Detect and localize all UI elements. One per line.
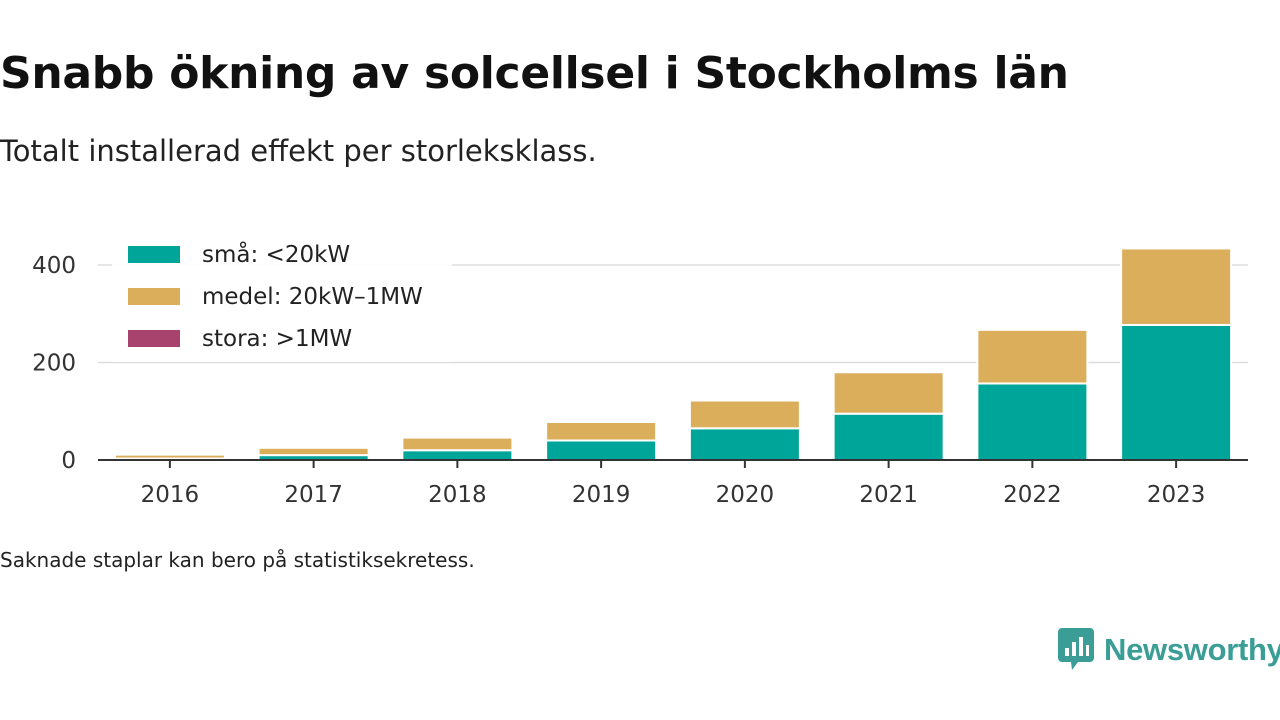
bar-2019-series-1 bbox=[545, 420, 658, 442]
bar-2016-series-1 bbox=[113, 453, 226, 460]
y-axis-ticks: 0 200 400 bbox=[32, 253, 76, 474]
bar-2022-series-0 bbox=[976, 382, 1089, 461]
legend-swatch bbox=[128, 288, 180, 305]
bar-2017-series-1 bbox=[257, 446, 370, 457]
bar-2018-series-1 bbox=[401, 436, 514, 452]
legend: små: <20kW medel: 20kW–1MW stora: >1MW bbox=[112, 230, 452, 362]
chart-subtitle: Totalt installerad effekt per storlekskl… bbox=[0, 134, 597, 168]
x-axis-ticks: 2016 2017 2018 2019 2020 2021 2022 2023 bbox=[141, 460, 1206, 508]
x-tick-label: 2019 bbox=[572, 482, 631, 508]
x-tick-label: 2017 bbox=[284, 482, 343, 508]
x-tick-label: 2020 bbox=[716, 482, 775, 508]
bar-2021-series-1 bbox=[832, 371, 945, 415]
newsworthy-logo-icon bbox=[1058, 628, 1094, 670]
legend-label: stora: >1MW bbox=[202, 326, 352, 352]
x-tick-label: 2022 bbox=[1003, 482, 1062, 508]
bar-2023-series-0 bbox=[1120, 323, 1233, 462]
y-tick-label: 0 bbox=[61, 448, 76, 474]
y-tick-label: 200 bbox=[32, 351, 76, 377]
bar-2023-series-1 bbox=[1120, 247, 1233, 326]
x-tick-label: 2018 bbox=[428, 482, 487, 508]
x-tick-label: 2016 bbox=[141, 482, 200, 508]
brand-name: Newsworthy bbox=[1104, 632, 1280, 667]
bars bbox=[113, 247, 1233, 462]
bar-2020-series-0 bbox=[688, 427, 801, 461]
legend-swatch bbox=[128, 246, 180, 263]
bar-2018-series-0 bbox=[401, 449, 514, 461]
y-tick-label: 400 bbox=[32, 253, 76, 279]
bar-2022-series-1 bbox=[976, 328, 1089, 385]
legend-label: små: <20kW bbox=[202, 240, 350, 268]
x-tick-label: 2021 bbox=[859, 482, 918, 508]
bar-2019-series-0 bbox=[545, 439, 658, 461]
bar-2020-series-1 bbox=[688, 399, 801, 430]
bar-2021-series-0 bbox=[832, 412, 945, 461]
chart-title: Snabb ökning av solcellsel i Stockholms … bbox=[0, 48, 1069, 99]
stacked-bar-chart: 2016 2017 2018 2019 2020 2021 2022 2023 0 200 400… bbox=[32, 230, 1248, 508]
x-tick-label: 2023 bbox=[1147, 482, 1206, 508]
legend-label: medel: 20kW–1MW bbox=[202, 284, 423, 310]
footnote: Saknade staplar kan bero på statistiksek… bbox=[0, 548, 475, 572]
legend-swatch bbox=[128, 330, 180, 347]
brand-logo: Newsworthy bbox=[1058, 628, 1280, 672]
